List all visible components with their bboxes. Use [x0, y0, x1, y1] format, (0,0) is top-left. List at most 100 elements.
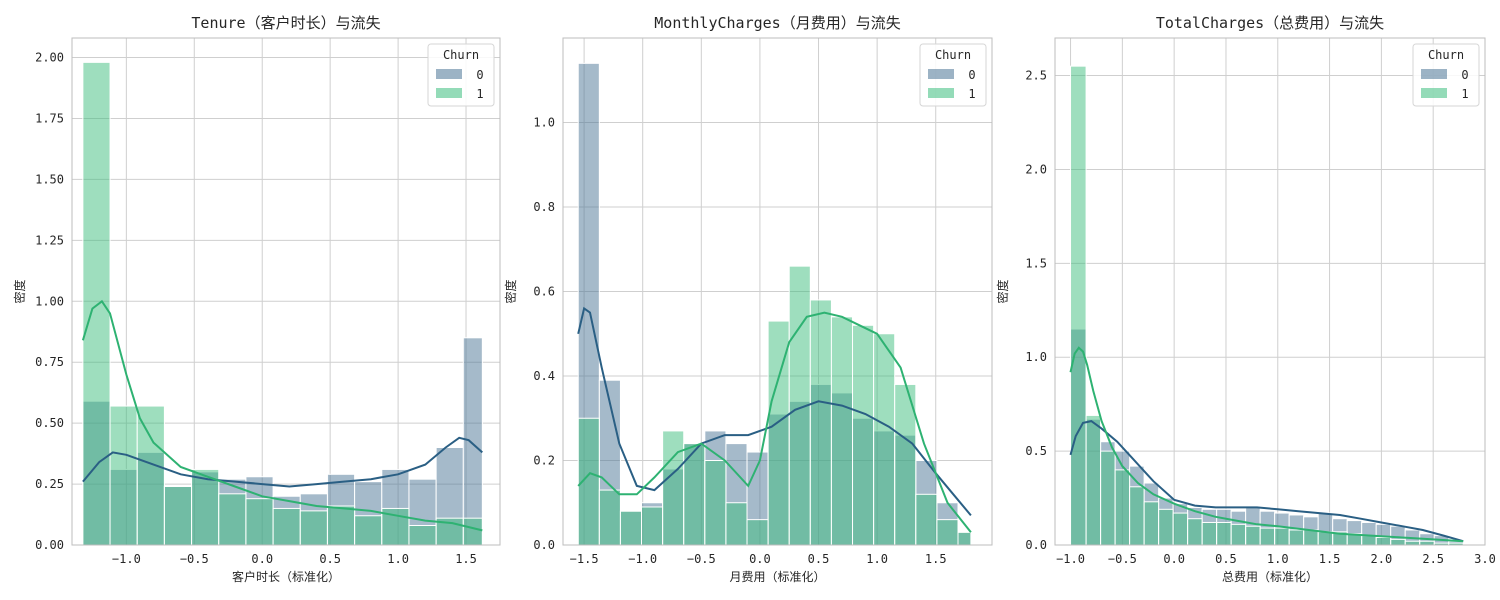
- histogram-bar-churn-1: [1390, 538, 1406, 546]
- histogram-bar-churn-1: [245, 498, 274, 546]
- x-tick-label: −0.5: [180, 552, 209, 566]
- x-tick-label: 1.0: [866, 552, 888, 566]
- x-tick-label: −0.5: [1108, 552, 1137, 566]
- histogram-bar-churn-0: [462, 337, 483, 546]
- legend-swatch-churn-1: [928, 88, 954, 98]
- histogram-bar-churn-1: [1419, 540, 1435, 546]
- histogram-bar-churn-1: [936, 519, 959, 546]
- histogram-bar-churn-1: [218, 493, 247, 546]
- y-tick-label: 2.5: [1025, 69, 1047, 83]
- y-tick-label: 0.6: [533, 285, 555, 299]
- y-axis-label: 密度: [503, 279, 518, 303]
- axes-frame: [562, 37, 993, 546]
- legend-swatch-churn-1: [436, 88, 462, 98]
- histogram-bar-churn-1: [1404, 540, 1421, 546]
- histogram-bar-churn-1: [326, 505, 356, 546]
- y-tick-label: 1.5: [1025, 256, 1047, 270]
- y-tick-label: 0.0: [533, 538, 555, 552]
- kde-line-churn-1: [577, 311, 972, 533]
- histogram-bar-churn-1: [830, 316, 854, 546]
- y-tick-label: 2.0: [1025, 162, 1047, 176]
- histogram-bar-churn-1: [1245, 525, 1261, 546]
- legend-label-churn-0: 0: [968, 68, 975, 82]
- x-tick-label: 0.0: [1163, 552, 1185, 566]
- subplot-tenure: −1.0 −0.5 0.0 0.5 1.0 1.5 0.00 0.25 0.50 0.75 1.00…: [12, 14, 501, 584]
- legend-label-churn-1: 1: [1461, 87, 1468, 101]
- histogram-bar-churn-1: [82, 61, 111, 546]
- histogram-bar-churn-1: [1129, 486, 1145, 546]
- histogram-bar-churn-1: [136, 405, 165, 546]
- legend-swatch-churn-1: [1421, 88, 1447, 98]
- histogram-bar-churn-1: [1172, 512, 1189, 546]
- x-tick-label: 1.5: [455, 552, 477, 566]
- y-tick-label: 2.00: [35, 51, 64, 65]
- x-axis-label: 总费用（标准化）: [1222, 570, 1318, 584]
- x-tick-label: 3.0: [1474, 552, 1496, 566]
- y-tick-label: 0.4: [533, 369, 555, 383]
- subplot-monthly-charges: −1.5 −1.0 −0.5 0.0 0.5 1.0 1.5 0.0 0.2 0.4 0.6 0.8 1…: [503, 14, 993, 584]
- x-tick-label: −1.0: [628, 552, 657, 566]
- x-tick-label: 0.5: [319, 552, 341, 566]
- y-tick-label: 1.50: [35, 172, 64, 186]
- kde-line-churn-0: [577, 306, 972, 517]
- kde-line-churn-0: [82, 436, 483, 488]
- y-tick-label: 1.75: [35, 111, 64, 125]
- histogram-bar-churn-1: [873, 333, 896, 546]
- histogram-bar-churn-1: [641, 506, 664, 546]
- x-tick-label: −1.0: [1056, 552, 1085, 566]
- chart-title: TotalCharges（总费用）与流失: [1156, 14, 1384, 32]
- histogram-bar-churn-1: [704, 460, 727, 546]
- x-tick-label: 1.5: [1319, 552, 1341, 566]
- y-tick-label: 0.0: [1025, 538, 1047, 552]
- legend-swatch-churn-0: [1421, 69, 1447, 79]
- histogram-bar-churn-1: [1230, 523, 1247, 546]
- legend-title: Churn: [935, 48, 971, 62]
- legend-label-churn-1: 1: [968, 87, 975, 101]
- y-tick-label: 1.0: [1025, 350, 1047, 364]
- legend-swatch-churn-0: [436, 69, 462, 79]
- histogram-bar-churn-1: [725, 502, 748, 546]
- x-tick-label: 0.5: [808, 552, 830, 566]
- histogram-bar-churn-1: [1361, 535, 1377, 546]
- chart-title: MonthlyCharges（月费用）与流失: [654, 14, 900, 32]
- histogram-bar-churn-1: [272, 507, 301, 546]
- x-tick-label: −1.5: [570, 552, 599, 566]
- legend-label-churn-1: 1: [476, 87, 483, 101]
- histogram-bar-churn-1: [1085, 414, 1102, 546]
- histogram-bar-churn-1: [598, 489, 621, 546]
- x-tick-label: 1.5: [925, 552, 947, 566]
- histogram-bar-churn-1: [1187, 518, 1203, 546]
- histogram-bar-churn-1: [809, 299, 832, 546]
- histogram-bar-churn-1: [619, 510, 643, 546]
- y-tick-label: 0.5: [1025, 444, 1047, 458]
- x-tick-label: 2.5: [1422, 552, 1444, 566]
- subplot-total-charges: −1.0 −0.5 0.0 0.5 1.0 1.5 2.0 2.5 3.0 0.0 0.5 1.0 1.…: [995, 14, 1496, 584]
- histogram-bar-churn-1: [408, 525, 437, 546]
- y-tick-label: 0.00: [35, 538, 64, 552]
- y-tick-label: 1.0: [533, 116, 555, 130]
- histogram-bar-churn-1: [915, 493, 938, 546]
- legend-swatch-churn-0: [928, 69, 954, 79]
- histogram-bar-churn-1: [1114, 469, 1131, 546]
- histogram-bar-churn-1: [1288, 529, 1305, 546]
- legend: Churn 0 1: [1412, 43, 1480, 107]
- x-tick-label: 0.5: [1215, 552, 1237, 566]
- histogram-bar-churn-1: [852, 324, 875, 546]
- histogram-bar-churn-1: [1070, 65, 1087, 546]
- x-tick-label: 1.0: [1267, 552, 1289, 566]
- legend-label-churn-0: 0: [476, 68, 483, 82]
- histogram-bar-churn-1: [1201, 521, 1218, 546]
- legend: Churn 0 1: [919, 43, 987, 107]
- x-axis-label: 客户时长（标准化）: [232, 569, 340, 584]
- y-tick-label: 0.2: [533, 454, 555, 468]
- histogram-bar-churn-1: [109, 405, 138, 546]
- kde-line-churn-1: [1069, 346, 1464, 543]
- histogram-bar-churn-1: [1375, 536, 1392, 546]
- x-axis-label: 月费用（标准化）: [729, 570, 825, 584]
- x-tick-label: −0.5: [687, 552, 716, 566]
- y-tick-label: 1.25: [35, 233, 64, 247]
- y-tick-label: 1.00: [35, 294, 64, 308]
- x-tick-label: 2.0: [1371, 552, 1393, 566]
- legend: Churn 0 1: [427, 43, 495, 107]
